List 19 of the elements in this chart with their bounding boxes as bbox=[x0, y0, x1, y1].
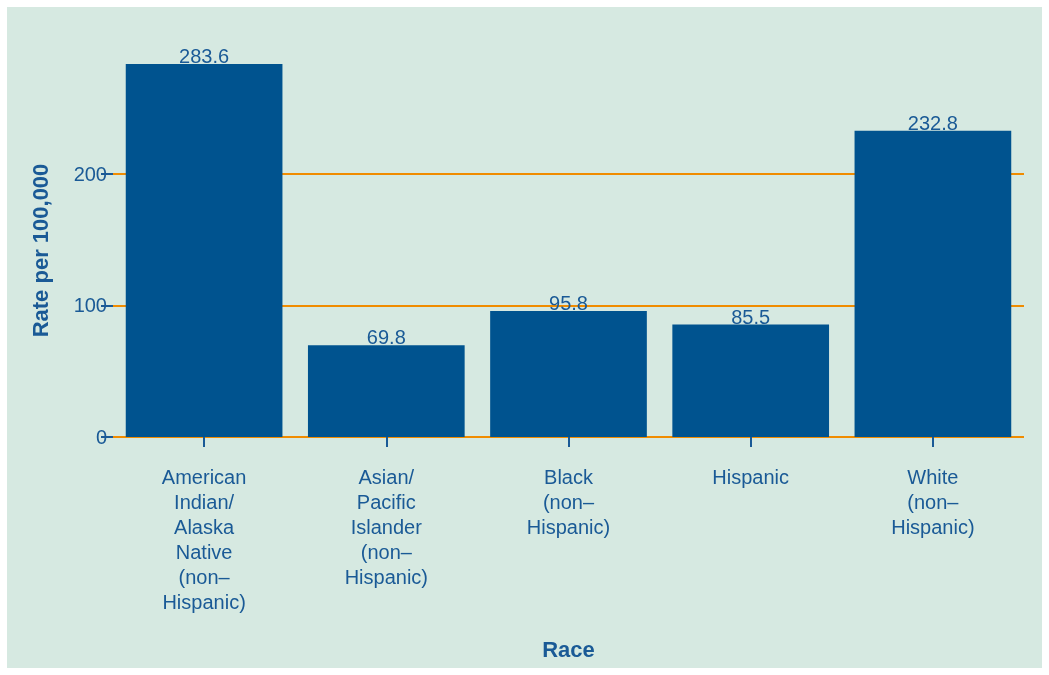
y-tick-label: 100 bbox=[73, 294, 107, 317]
data-label: 85.5 bbox=[731, 305, 771, 328]
data-label: 283.6 bbox=[179, 45, 230, 67]
x-tick-label: Black (non–Hispanic) bbox=[526, 465, 611, 538]
x-tick-label: Asian/Pacific Islander (non–Hispanic) bbox=[344, 465, 428, 588]
x-axis-title: Race bbox=[542, 636, 595, 662]
y-axis-title: Rate per 100,000 bbox=[27, 163, 53, 338]
x-tick-label: Hispanic bbox=[712, 465, 790, 488]
bar bbox=[490, 311, 647, 437]
y-tick-label: 200 bbox=[73, 162, 107, 185]
x-tick-label: White (non–Hispanic) bbox=[891, 465, 975, 538]
x-tick-label: American Indian/Alaska Native (non–Hispanic) bbox=[161, 465, 247, 613]
bar bbox=[672, 324, 830, 437]
y-tick-label: 0 bbox=[95, 426, 107, 448]
bar bbox=[854, 130, 1012, 437]
bar bbox=[307, 345, 465, 437]
data-label: 232.8 bbox=[907, 111, 958, 134]
data-label: 69.8 bbox=[366, 326, 406, 349]
bar bbox=[125, 64, 283, 437]
